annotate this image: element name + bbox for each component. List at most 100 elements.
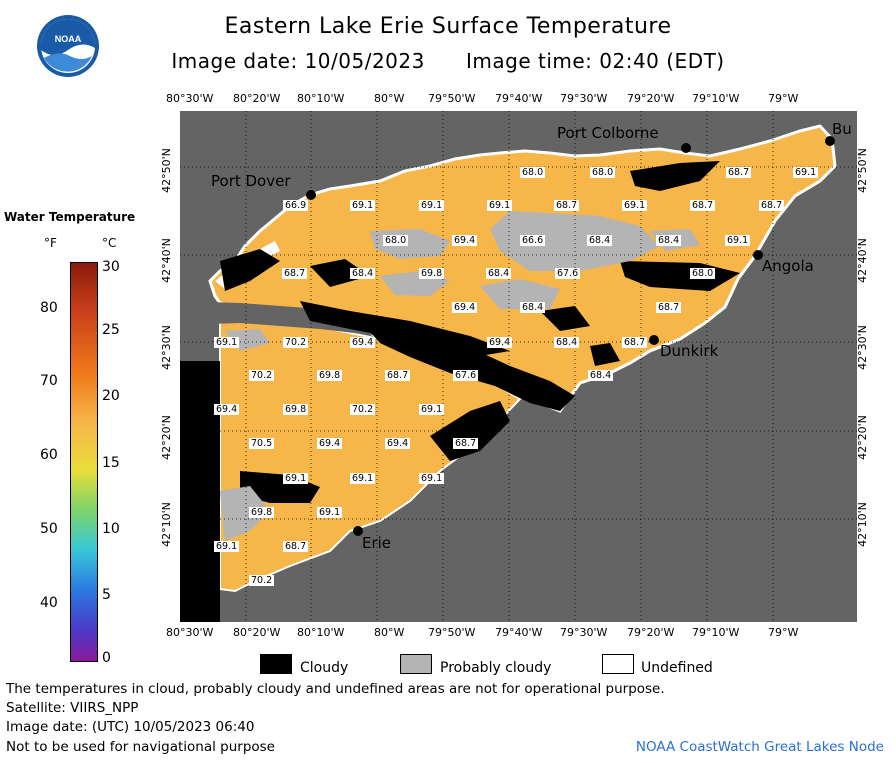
city-marker-port-colborne — [681, 143, 691, 153]
temp-label: 69.4 — [385, 438, 411, 449]
lon-tick: 80°10'W — [297, 92, 345, 105]
lat-tick: 42°50'N — [159, 148, 173, 193]
temp-label: 68.4 — [587, 235, 613, 246]
lat-tick: 42°10'N — [855, 502, 869, 547]
lon-tick: 80°W — [374, 626, 405, 639]
lake-erie-map — [180, 111, 857, 622]
temp-label: 69.1 — [419, 473, 445, 484]
lon-tick: 79°40'W — [495, 92, 543, 105]
f-tick: 80 — [40, 300, 58, 316]
temp-label: 68.7 — [622, 337, 648, 348]
temp-label: 69.4 — [214, 404, 240, 415]
probably-cloudy-area — [480, 279, 560, 309]
temp-label: 69.1 — [350, 200, 376, 211]
city-label-erie: Erie — [362, 534, 392, 552]
temp-label: 68.4 — [656, 235, 682, 246]
cloud-area — [590, 343, 620, 366]
temp-label: 70.5 — [249, 438, 275, 449]
page-title: Eastern Lake Erie Surface Temperature — [224, 14, 672, 39]
lat-tick: 42°30'N — [855, 325, 869, 370]
temp-label: 69.1 — [419, 404, 445, 415]
cloud-area — [540, 306, 590, 331]
cloudy-label: Cloudy — [300, 660, 349, 676]
temp-label: 69.1 — [214, 337, 240, 348]
cloud-area — [180, 361, 220, 622]
image-date-time: Image date: 10/05/2023 Image time: 02:40… — [171, 49, 725, 73]
temp-label: 69.1 — [283, 473, 309, 484]
cloud-area — [300, 301, 510, 356]
unit-celsius: °C — [102, 236, 117, 250]
probably-cloudy-area — [490, 211, 660, 271]
lon-tick: 79°30'W — [560, 626, 608, 639]
lat-tick: 42°10'N — [159, 502, 173, 547]
temp-label: 68.7 — [726, 167, 752, 178]
temp-label: 69.8 — [317, 370, 343, 381]
cloudy-swatch — [260, 654, 292, 674]
c-tick: 0 — [102, 650, 111, 666]
temp-label: 69.4 — [452, 235, 478, 246]
probably-cloudy-area — [220, 486, 270, 541]
unit-fahrenheit: °F — [44, 236, 57, 250]
lon-tick: 80°30'W — [166, 626, 214, 639]
temp-label: 69.1 — [793, 167, 819, 178]
lon-tick: 79°W — [768, 626, 799, 639]
lat-tick: 42°30'N — [159, 325, 173, 370]
c-tick: 15 — [102, 455, 120, 471]
temp-label: 68.7 — [282, 268, 308, 279]
city-marker-erie — [353, 526, 363, 536]
temp-label: 69.1 — [419, 200, 445, 211]
lon-tick: 80°W — [374, 92, 405, 105]
temp-label: 66.9 — [283, 200, 309, 211]
c-tick: 30 — [102, 259, 120, 275]
disclaimer-text: The temperatures in cloud, probably clou… — [6, 681, 665, 697]
temp-label: 68.0 — [383, 235, 409, 246]
temp-label: 69.1 — [350, 473, 376, 484]
lon-tick: 79°50'W — [428, 92, 476, 105]
c-tick: 5 — [102, 587, 111, 603]
undefined-label: Undefined — [641, 660, 713, 676]
probably-cloudy-swatch — [400, 654, 432, 674]
temp-label: 67.6 — [453, 370, 479, 381]
noaa-logo: NOAA — [36, 14, 100, 82]
temp-label: 69.1 — [487, 200, 513, 211]
lon-tick: 79°50'W — [428, 626, 476, 639]
cloud-area — [365, 326, 575, 411]
c-tick: 25 — [102, 322, 120, 338]
probably-cloudy-label: Probably cloudy — [440, 660, 552, 676]
lon-tick: 79°10'W — [692, 626, 740, 639]
cloud-area — [310, 259, 370, 287]
svg-text:NOAA: NOAA — [55, 34, 82, 44]
color-scale-bar — [70, 262, 98, 662]
f-tick: 70 — [40, 373, 58, 389]
temp-label: 68.7 — [385, 370, 411, 381]
temp-label: 68.4 — [588, 370, 614, 381]
lon-tick: 80°20'W — [233, 92, 281, 105]
f-tick: 50 — [40, 521, 58, 537]
f-tick: 60 — [40, 447, 58, 463]
city-label-port-colborne: Port Colborne — [557, 124, 659, 142]
temp-label: 69.1 — [622, 200, 648, 211]
lon-tick: 79°40'W — [495, 626, 543, 639]
lat-tick: 42°20'N — [159, 415, 173, 460]
lat-tick: 42°40'N — [855, 238, 869, 283]
city-marker-angola — [753, 250, 763, 260]
temp-label: 70.2 — [249, 575, 275, 586]
temp-label: 69.1 — [725, 235, 751, 246]
f-tick: 40 — [40, 595, 58, 611]
temp-label: 68.4 — [554, 337, 580, 348]
temp-label: 69.4 — [452, 302, 478, 313]
lon-tick: 79°W — [768, 92, 799, 105]
lat-tick: 42°40'N — [159, 238, 173, 283]
legend-title: Water Temperature — [4, 210, 136, 224]
c-tick: 20 — [102, 388, 120, 404]
lon-tick: 79°10'W — [692, 92, 740, 105]
city-label-port-dover: Port Dover — [211, 172, 291, 190]
temp-label: 69.1 — [317, 507, 343, 518]
temp-label: 68.7 — [554, 200, 580, 211]
c-tick: 10 — [102, 521, 120, 537]
lat-tick: 42°50'N — [855, 148, 869, 193]
temp-label: 69.8 — [249, 507, 275, 518]
temp-label: 66.6 — [520, 235, 546, 246]
temp-label: 70.2 — [283, 337, 309, 348]
city-label-buffalo: Bu — [832, 120, 852, 138]
